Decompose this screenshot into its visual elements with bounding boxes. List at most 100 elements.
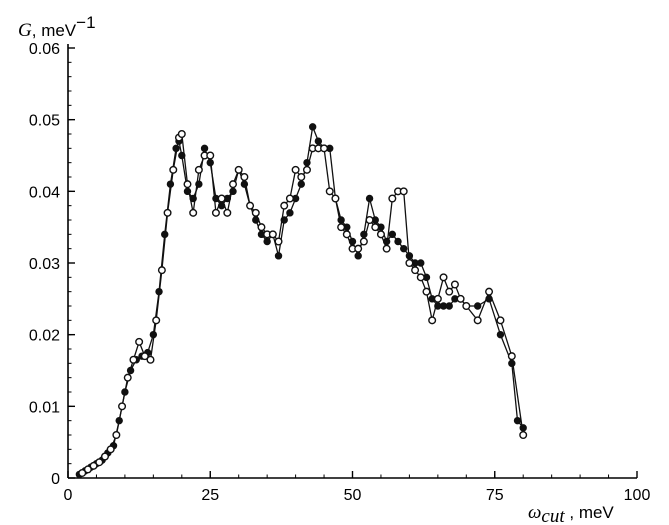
data-point-open (152, 316, 161, 325)
data-point-filled (496, 330, 505, 339)
data-point-open (422, 287, 431, 296)
x-tick-label: 50 (344, 487, 362, 504)
data-point-open (189, 208, 198, 217)
y-axis-comma: , (32, 21, 41, 40)
data-point-filled (286, 209, 294, 217)
x-tick-label: 0 (64, 487, 73, 504)
data-point-open (169, 165, 178, 174)
series-1 (75, 123, 527, 479)
data-point-open (229, 180, 238, 189)
data-point-open (331, 194, 340, 203)
data-point-open (325, 187, 334, 196)
data-point-open (354, 244, 363, 253)
data-point-open (194, 165, 203, 174)
data-point-filled (445, 302, 453, 310)
data-point-open (177, 129, 186, 138)
data-point-open (240, 172, 249, 181)
data-point-open (112, 431, 121, 440)
data-point-filled (314, 137, 323, 145)
data-point-open (337, 223, 346, 232)
data-point-open (359, 237, 368, 246)
data-point-open (485, 287, 494, 296)
data-point-open (146, 355, 155, 364)
data-point-filled (274, 252, 283, 260)
data-point-filled (200, 144, 209, 153)
data-point-open (163, 208, 172, 217)
data-point-open (376, 230, 385, 239)
y-tick-label: 0.06 (29, 41, 60, 58)
axis-ticks: 0 0.01 0.02 0.03 0.04 0.05 0.06 0 25 50 75 100 (29, 41, 651, 504)
data-point-open (519, 431, 528, 440)
data-point-filled (394, 237, 402, 246)
x-axis-symbol: ω (528, 502, 541, 523)
data-point-filled (297, 180, 305, 188)
data-point-open (268, 230, 277, 239)
y-tick-label: 0.04 (29, 184, 60, 201)
data-point-filled (508, 359, 516, 368)
data-point-filled (519, 424, 527, 432)
data-point-open (246, 201, 255, 210)
data-point-open (433, 294, 442, 303)
data-point-filled (354, 252, 362, 260)
series-line (79, 124, 524, 475)
data-point-open (291, 165, 300, 174)
data-point-open (106, 445, 115, 454)
x-axis-unit: meV (579, 503, 615, 522)
data-point-filled (263, 237, 271, 246)
series-layer (75, 123, 528, 479)
data-point-open (129, 355, 138, 364)
x-tick-label: 75 (486, 487, 504, 504)
data-point-open (371, 223, 380, 232)
data-point-open (123, 373, 132, 382)
data-point-open (234, 165, 243, 174)
y-axis-symbol: G (18, 20, 32, 41)
data-point-open (342, 230, 351, 239)
data-point-open (206, 151, 215, 160)
data-point-open (83, 465, 92, 474)
data-point-open (78, 468, 87, 477)
data-point-open (445, 287, 454, 296)
y-tick-label: 0.02 (29, 328, 60, 345)
data-point-open (411, 266, 420, 275)
data-point-open (118, 402, 127, 411)
data-point-open (95, 458, 104, 467)
y-axis-exponent: −1 (76, 13, 95, 32)
data-point-open (439, 273, 448, 282)
data-point-filled (308, 123, 317, 131)
y-tick-label: 0.03 (29, 256, 60, 273)
series-2 (78, 129, 528, 477)
axes (67, 44, 637, 479)
data-point-open (405, 259, 414, 268)
x-axis-label: ωcut , meV (528, 502, 614, 525)
data-point-open (183, 180, 192, 189)
data-point-filled (473, 302, 482, 310)
data-point-open (217, 194, 226, 203)
data-point-open (297, 172, 306, 181)
data-point-open (135, 337, 144, 346)
data-point-open (140, 352, 149, 361)
data-point-filled (417, 259, 425, 267)
data-point-open (462, 302, 471, 311)
data-point-open (157, 266, 166, 275)
y-axis-unit: meV (41, 21, 77, 40)
data-point-open (280, 201, 289, 210)
data-point-open (428, 316, 437, 325)
y-tick-label: 0.01 (29, 399, 60, 416)
data-point-open (450, 280, 459, 289)
data-point-open (416, 273, 425, 282)
data-point-open (223, 208, 232, 217)
data-point-open (456, 294, 465, 303)
data-point-open (365, 215, 374, 224)
y-axis-label: G, meV−1 (18, 13, 96, 41)
data-point-open (388, 194, 397, 203)
data-point-filled (400, 244, 408, 253)
data-point-open (507, 352, 516, 361)
x-axis-comma: , (565, 503, 579, 522)
data-point-open (100, 452, 109, 461)
x-tick-label: 100 (624, 487, 651, 504)
data-point-open (382, 244, 391, 253)
data-point-open (89, 461, 98, 470)
data-point-open (257, 223, 266, 232)
x-tick-label: 25 (201, 487, 219, 504)
